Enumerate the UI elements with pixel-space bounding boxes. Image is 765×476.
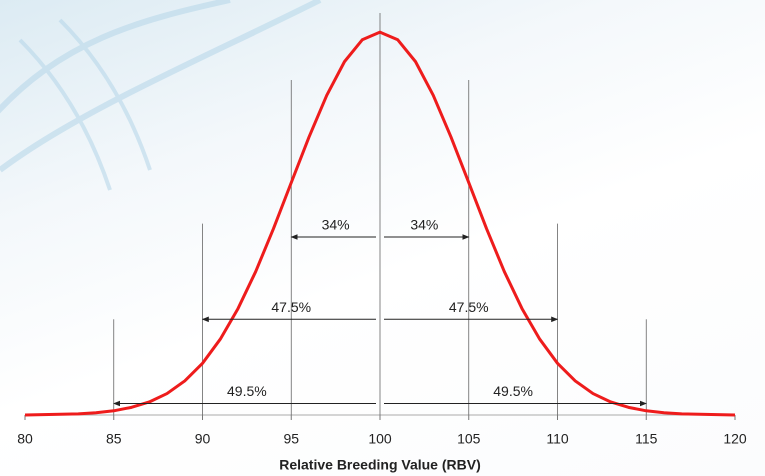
x-tick-label: 100 [368,431,392,447]
annotation-label: 34% [410,217,438,233]
x-tick-label: 95 [283,431,299,447]
annotation-label: 49.5% [493,383,533,399]
x-tick-label: 110 [546,431,569,447]
background-decoration [0,0,322,191]
x-tick-label: 80 [17,431,33,447]
x-tick-label: 120 [723,431,747,447]
annotation-label: 47.5% [271,299,311,315]
x-tick-label: 105 [457,431,481,447]
annotation-label: 47.5% [449,299,489,315]
x-tick-label: 115 [635,431,658,447]
x-axis-label: Relative Breeding Value (RBV) [279,457,481,473]
annotation-label: 34% [322,217,350,233]
annotation-label: 49.5% [227,383,267,399]
x-tick-label: 85 [106,431,122,447]
x-tick-label: 90 [195,431,211,447]
